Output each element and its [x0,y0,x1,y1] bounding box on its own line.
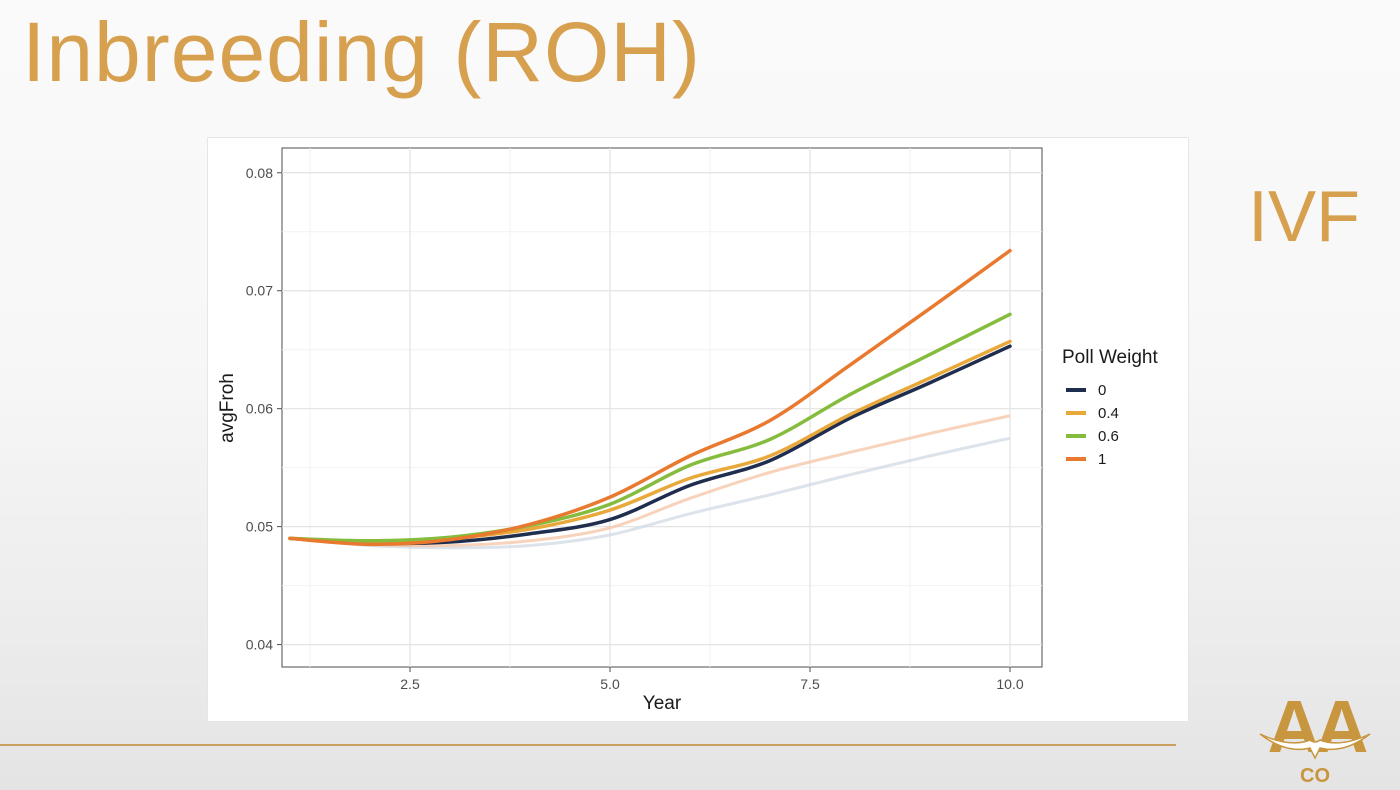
faded-series-group [289,414,1011,550]
series-line-0.6 [288,312,1012,543]
side-label: IVF [1248,177,1361,257]
plot-panel [281,147,1043,668]
x-axis: 2.5 5.0 7.5 10.0 [400,667,1024,692]
y-tick-label: 0.08 [246,165,273,181]
legend-title: Poll Weight [1062,347,1158,368]
y-tick-label: 0.07 [246,283,273,299]
footer-divider [0,744,1176,746]
x-tick-label: 2.5 [400,676,420,692]
x-tick-label: 7.5 [800,676,820,692]
faded-series-line-1 [289,414,1011,548]
series-line-1 [288,248,1012,547]
legend-label: 1 [1098,451,1106,468]
y-axis-title: avgFroh [217,373,238,443]
legend-label: 0.4 [1098,405,1119,422]
y-axis: 0.04 0.05 0.06 0.07 0.08 [246,165,282,653]
series-group [288,248,1012,547]
y-tick-label: 0.04 [246,637,273,653]
y-tick-label: 0.06 [246,401,273,417]
chart-frame: 2.5 5.0 7.5 10.0 0.04 0.05 0.06 0.07 0.08 Year … [207,137,1189,722]
longhorn-icon [1259,733,1371,760]
x-axis-title: Year [643,693,682,714]
logo-letters: AA [1268,685,1367,768]
logo-subtext: CO [1300,765,1330,786]
legend: Poll Weight 0 0.4 0.6 1 [1062,347,1158,468]
x-tick-label: 5.0 [600,676,620,692]
legend-label: 0.6 [1098,428,1119,445]
line-chart: 2.5 5.0 7.5 10.0 0.040.050.060.070.08 Year … [217,147,1158,714]
slide-title: Inbreeding (ROH) [22,5,701,99]
grid-lines [282,148,1042,667]
x-tick-label: 10.0 [996,676,1023,692]
legend-label: 0 [1098,382,1106,399]
faded-series-line-0 [289,436,1011,550]
y-tick-label: 0.05 [246,519,273,535]
company-logo: AA CO [1259,685,1373,786]
